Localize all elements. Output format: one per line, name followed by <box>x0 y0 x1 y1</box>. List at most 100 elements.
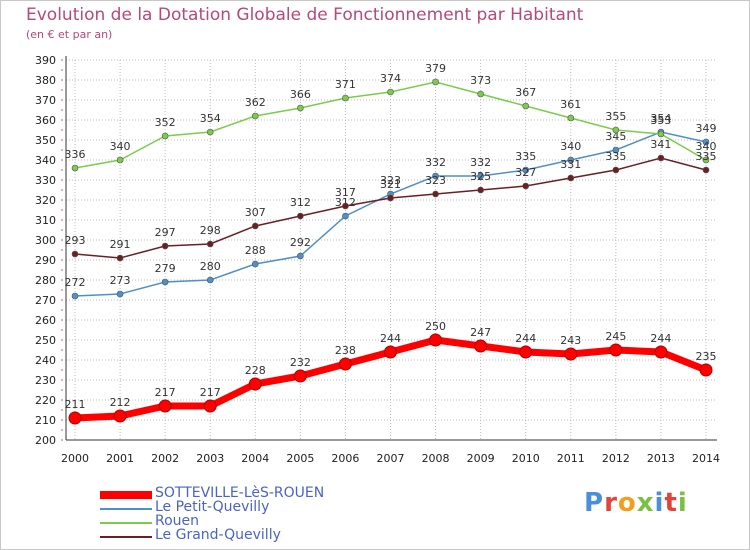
data-label-le-grand-quevilly: 298 <box>200 224 221 237</box>
data-label-rouen: 379 <box>425 62 446 75</box>
data-label-le-grand-quevilly: 291 <box>110 238 131 251</box>
data-label-sotteville-l-s-rouen: 235 <box>696 350 717 363</box>
data-label-le-petit-quevilly: 273 <box>110 274 131 287</box>
chart-subtitle: (en € et par an) <box>26 28 113 41</box>
y-tick-label: 250 <box>35 334 56 347</box>
data-label-rouen: 373 <box>470 74 491 87</box>
data-label-le-grand-quevilly: 327 <box>515 166 536 179</box>
data-label-sotteville-l-s-rouen: 212 <box>110 396 131 409</box>
data-point-rouen <box>71 164 79 172</box>
legend-swatch <box>100 522 152 524</box>
data-label-le-petit-quevilly: 279 <box>155 262 176 275</box>
data-label-rouen: 355 <box>605 110 626 123</box>
data-label-sotteville-l-s-rouen: 217 <box>200 386 221 399</box>
y-tick-label: 310 <box>35 214 56 227</box>
data-point-le-petit-quevilly <box>71 292 79 300</box>
data-point-le-petit-quevilly <box>297 252 304 260</box>
y-tick-label: 330 <box>35 174 56 187</box>
y-tick-label: 290 <box>35 254 56 267</box>
data-label-rouen: 361 <box>560 98 581 111</box>
data-label-rouen: 340 <box>696 140 717 153</box>
data-point-sotteville-l-s-rouen <box>429 333 443 347</box>
data-label-rouen: 371 <box>335 78 356 91</box>
y-tick-label: 240 <box>35 354 56 367</box>
legend-swatch <box>100 508 152 510</box>
data-label-le-grand-quevilly: 321 <box>380 178 401 191</box>
data-label-sotteville-l-s-rouen: 238 <box>335 344 356 357</box>
x-tick-label: 2000 <box>61 452 89 465</box>
data-point-le-grand-quevilly <box>657 154 665 162</box>
x-tick-label: 2001 <box>106 452 134 465</box>
data-point-le-petit-quevilly <box>116 290 124 298</box>
data-point-rouen <box>116 156 124 164</box>
data-label-le-petit-quevilly: 332 <box>425 156 446 169</box>
data-label-le-grand-quevilly: 317 <box>335 186 356 199</box>
x-tick-label: 2004 <box>241 452 269 465</box>
data-point-sotteville-l-s-rouen <box>564 347 578 361</box>
data-point-le-petit-quevilly <box>612 146 620 154</box>
data-label-le-petit-quevilly: 280 <box>200 260 221 273</box>
data-label-le-grand-quevilly: 335 <box>696 150 717 163</box>
data-point-le-petit-quevilly <box>702 138 710 146</box>
legend-label: Le Petit-Quevilly <box>155 499 270 515</box>
y-tick-label: 270 <box>35 294 56 307</box>
data-point-le-petit-quevilly <box>342 212 349 220</box>
y-tick-label: 230 <box>35 374 56 387</box>
x-tick-label: 2005 <box>286 452 314 465</box>
data-label-sotteville-l-s-rouen: 244 <box>380 332 401 345</box>
y-tick-label: 300 <box>35 234 56 247</box>
data-label-rouen: 367 <box>515 86 536 99</box>
data-point-le-grand-quevilly <box>522 182 530 190</box>
data-point-le-grand-quevilly <box>71 250 79 258</box>
data-point-le-grand-quevilly <box>116 254 124 262</box>
data-point-sotteville-l-s-rouen <box>609 343 623 357</box>
data-label-sotteville-l-s-rouen: 245 <box>605 330 626 343</box>
data-point-sotteville-l-s-rouen <box>474 339 488 353</box>
x-tick-label: 2006 <box>331 452 359 465</box>
x-tick-label: 2014 <box>692 452 720 465</box>
data-label-le-petit-quevilly: 349 <box>696 122 717 135</box>
data-point-rouen <box>206 128 214 136</box>
data-point-le-petit-quevilly <box>206 276 214 284</box>
data-point-le-grand-quevilly <box>387 194 394 202</box>
data-label-rouen: 340 <box>110 140 131 153</box>
data-point-le-grand-quevilly <box>342 202 349 210</box>
y-tick-label: 340 <box>35 154 56 167</box>
data-point-le-grand-quevilly <box>297 212 304 220</box>
x-tick-label: 2012 <box>602 452 630 465</box>
data-point-rouen <box>477 90 484 98</box>
data-label-le-grand-quevilly: 335 <box>605 150 626 163</box>
y-tick-label: 350 <box>35 134 56 147</box>
data-label-sotteville-l-s-rouen: 228 <box>245 364 266 377</box>
data-point-sotteville-l-s-rouen <box>113 409 127 423</box>
brand-letter: r <box>604 488 618 518</box>
y-tick-label: 200 <box>35 434 56 447</box>
data-point-sotteville-l-s-rouen <box>203 399 217 413</box>
x-tick-label: 2008 <box>422 452 450 465</box>
data-point-rouen <box>161 132 169 140</box>
data-point-le-petit-quevilly <box>477 172 484 180</box>
data-point-le-grand-quevilly <box>477 186 484 194</box>
data-label-sotteville-l-s-rouen: 217 <box>155 386 176 399</box>
data-point-rouen <box>297 104 304 112</box>
legend-swatch <box>100 536 152 538</box>
data-point-le-petit-quevilly <box>251 260 259 268</box>
y-tick-label: 370 <box>35 94 56 107</box>
data-label-sotteville-l-s-rouen: 250 <box>425 320 446 333</box>
brand-letter: P <box>584 488 605 518</box>
data-point-le-petit-quevilly <box>161 278 169 286</box>
data-label-sotteville-l-s-rouen: 211 <box>65 398 86 411</box>
data-point-rouen <box>612 126 620 134</box>
data-label-le-petit-quevilly: 288 <box>245 244 266 257</box>
data-label-sotteville-l-s-rouen: 232 <box>290 356 311 369</box>
data-label-rouen: 354 <box>200 112 221 125</box>
data-point-le-grand-quevilly <box>206 240 214 248</box>
data-point-le-petit-quevilly <box>522 166 530 174</box>
data-label-le-grand-quevilly: 293 <box>65 234 86 247</box>
y-tick-label: 360 <box>35 114 56 127</box>
x-tick-label: 2009 <box>467 452 495 465</box>
data-label-le-petit-quevilly: 272 <box>65 276 86 289</box>
data-point-rouen <box>657 130 665 138</box>
